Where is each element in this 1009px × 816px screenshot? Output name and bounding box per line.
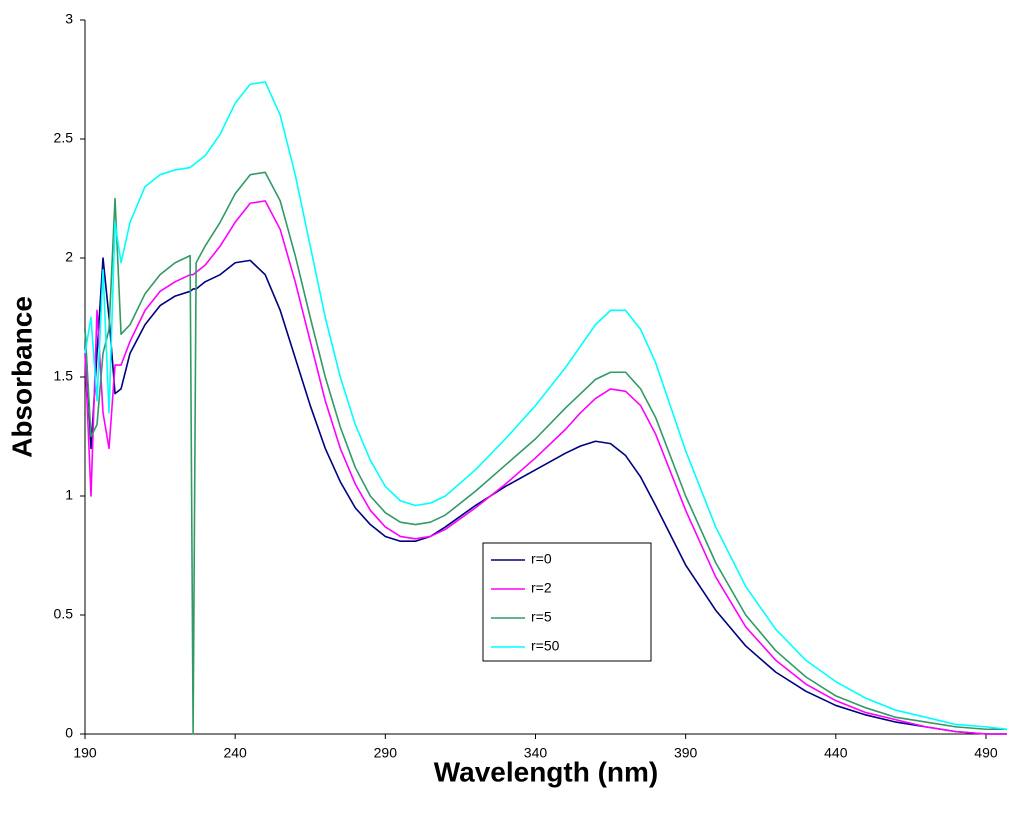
series-line [84,81,1008,731]
y-tick-label: 1 [65,487,73,503]
x-axis-title: Wavelength (nm) [434,756,659,787]
y-tick-label: 1.5 [54,368,74,384]
series-line [84,257,1007,735]
x-tick-label: 440 [824,745,848,761]
legend-label: r=0 [531,551,552,567]
series-line [84,200,1007,735]
x-tick-label: 490 [974,745,998,761]
y-axis-title: Absorbance [6,296,37,458]
x-tick-label: 390 [674,745,698,761]
x-tick-label: 340 [524,745,548,761]
y-tick-label: 3 [65,11,73,27]
legend-box [482,542,652,662]
x-tick-label: 240 [223,745,247,761]
x-tick-label: 290 [374,745,398,761]
y-tick-label: 2 [65,249,73,265]
legend-label: r=50 [531,638,560,654]
y-tick-label: 0.5 [54,606,74,622]
y-tick-label: 2.5 [54,130,74,146]
y-tick-label: 0 [65,725,73,741]
x-tick-label: 190 [73,745,97,761]
legend-label: r=2 [531,580,552,596]
legend-label: r=5 [531,609,552,625]
series-line [84,171,1007,735]
